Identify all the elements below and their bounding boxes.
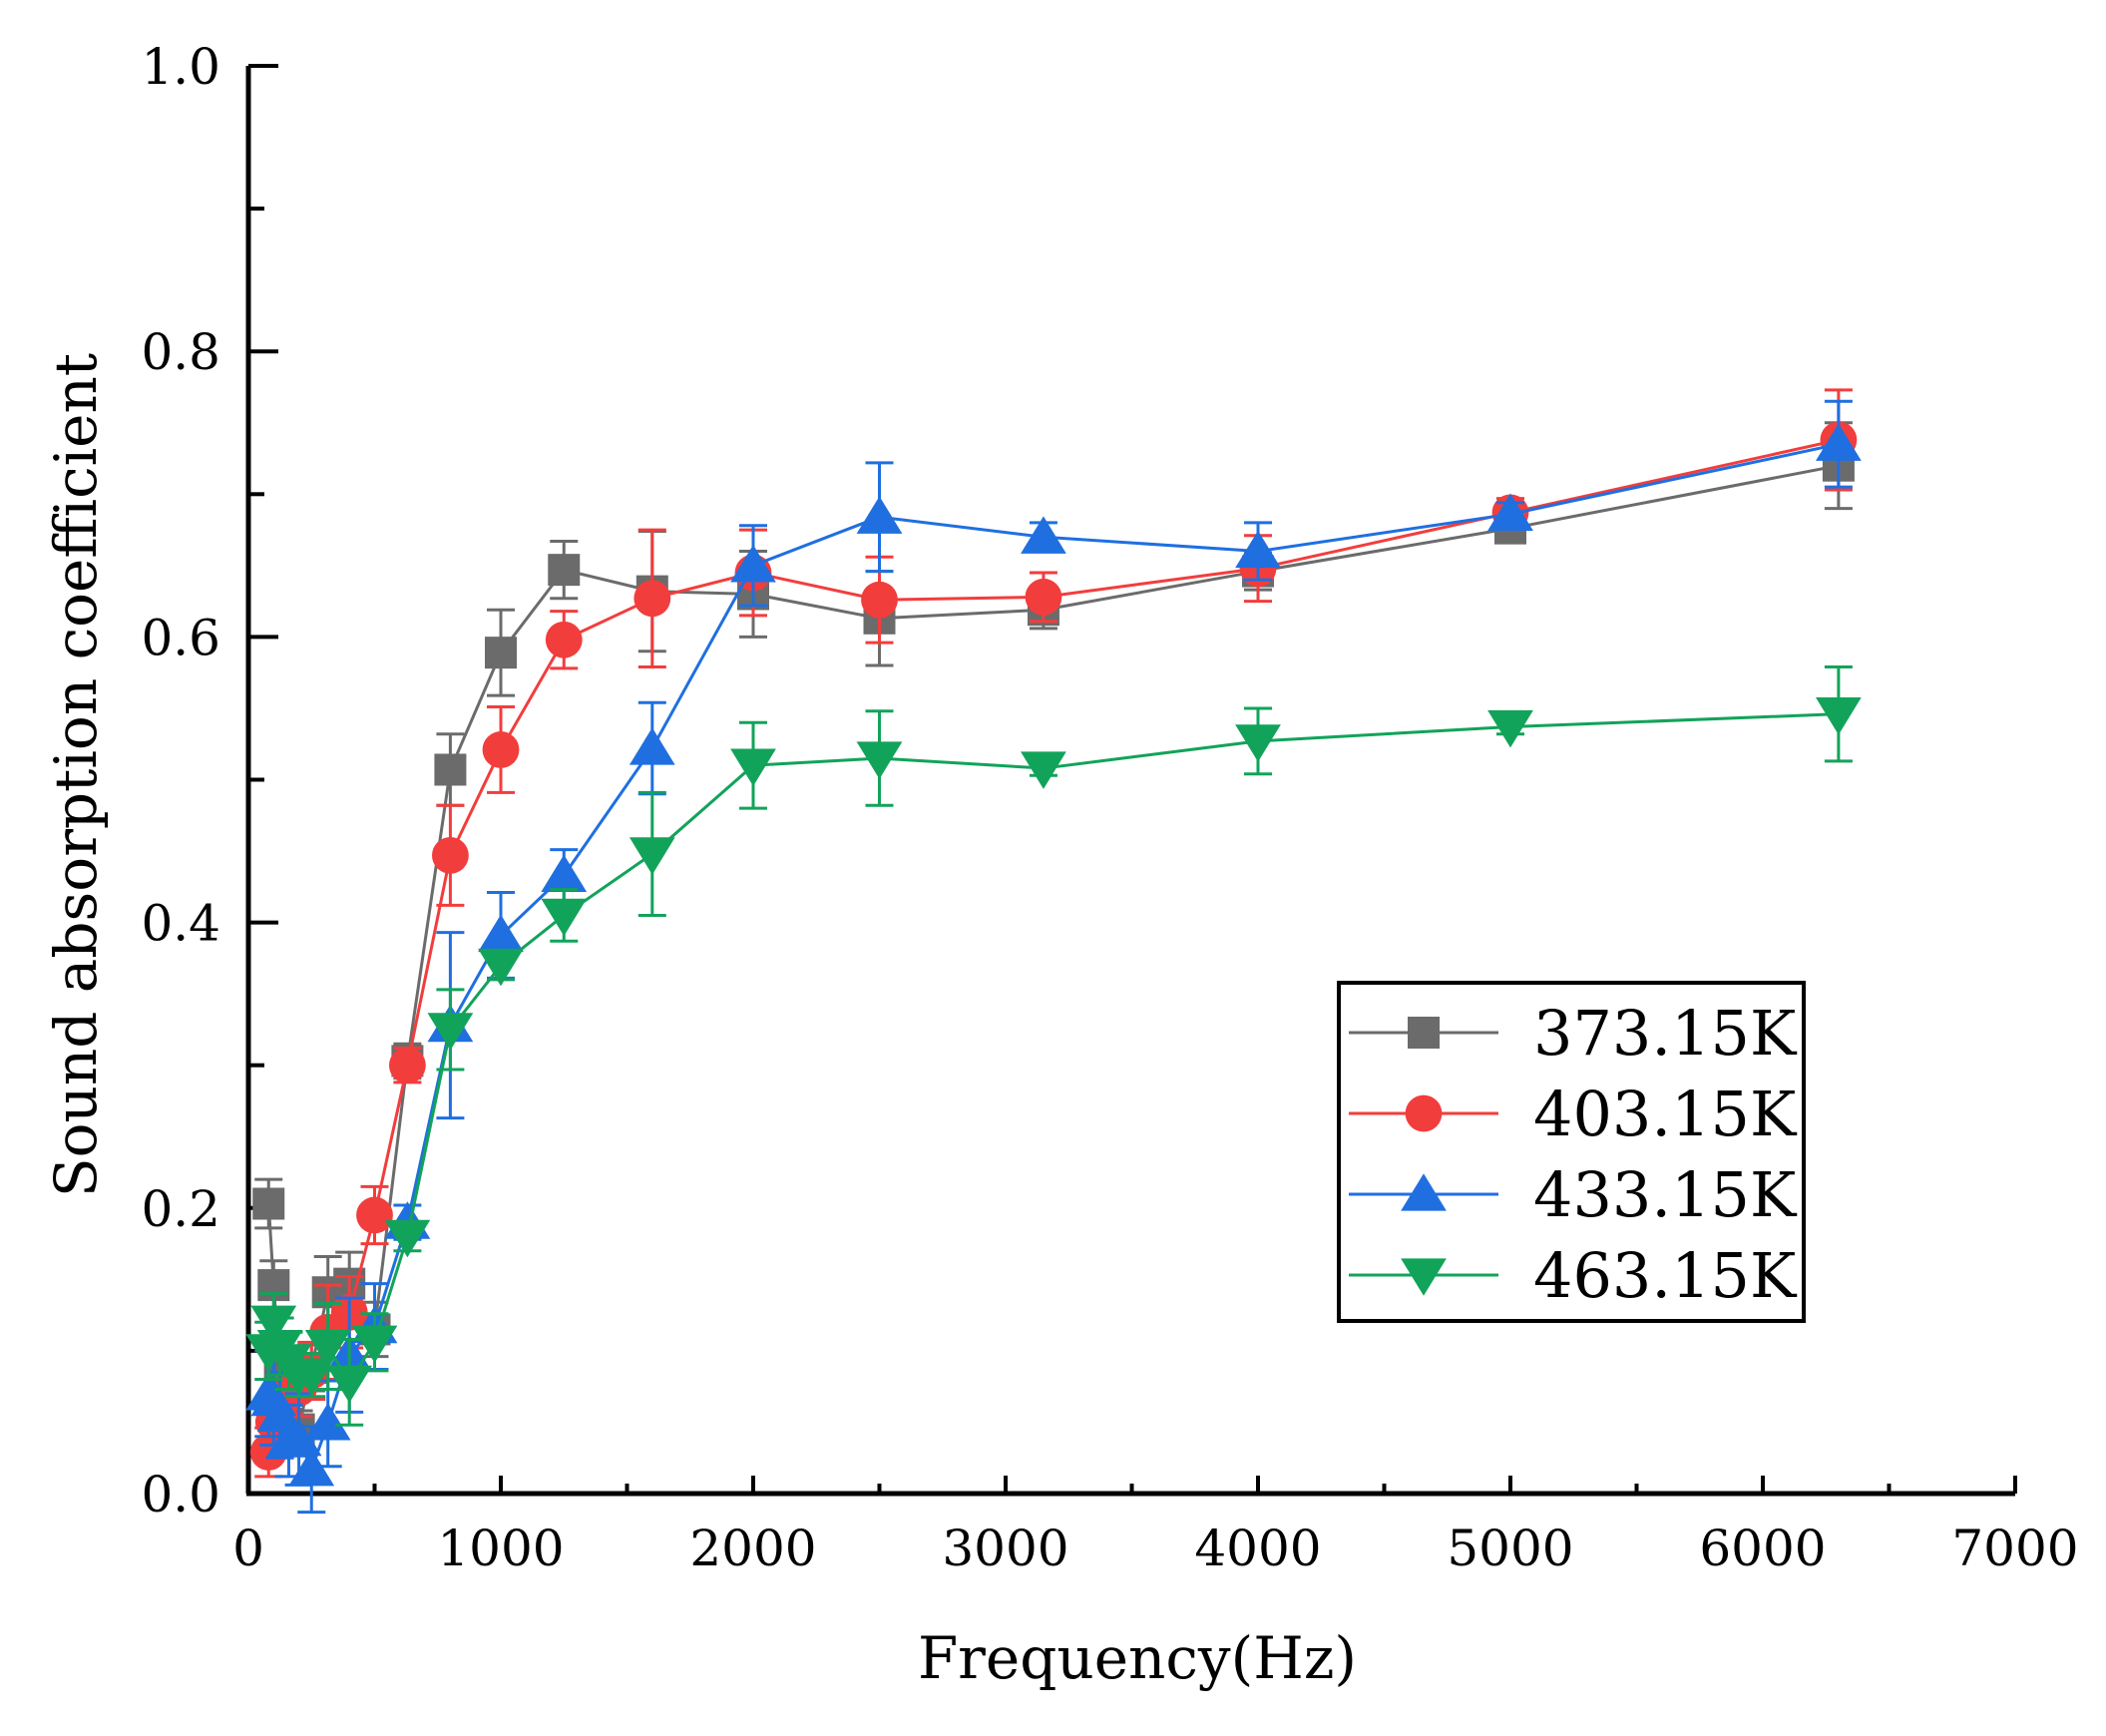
data-point (1487, 709, 1533, 748)
data-point (730, 748, 776, 786)
series-463.15K (245, 664, 1862, 1427)
legend-label: 373.15K (1533, 997, 1798, 1070)
data-point (384, 1219, 431, 1258)
legend-label: 463.15K (1533, 1239, 1798, 1312)
data-point (1021, 516, 1066, 554)
data-point (541, 898, 588, 937)
data-point (629, 727, 675, 765)
axes-layer: 0 1000 2000 3000 4000 5000 6000 7000 0.0 0.2 0.4 0.… (141, 38, 2078, 1577)
data-point (434, 753, 467, 786)
x-tick-label: 6000 (1699, 1519, 1826, 1577)
data-point (478, 914, 524, 953)
data-point (633, 580, 671, 618)
x-tick-label: 1000 (437, 1519, 564, 1577)
data-point (478, 948, 524, 987)
legend-marker (1401, 1173, 1447, 1211)
legend-label: 403.15K (1533, 1078, 1798, 1150)
x-tick-label: 4000 (1194, 1519, 1321, 1577)
data-point (1487, 493, 1533, 531)
x-tick-label: 0 (232, 1519, 264, 1577)
data-point (1235, 724, 1281, 762)
y-tick-label: 0.2 (141, 1180, 220, 1238)
data-point (545, 621, 583, 658)
data-point (856, 496, 903, 534)
legend-label: 433.15K (1533, 1158, 1798, 1231)
data-point (356, 1196, 393, 1234)
y-tick-label: 0.4 (141, 895, 220, 953)
data-point (730, 545, 776, 583)
y-tick-label: 0.6 (141, 609, 220, 666)
data-point (1025, 578, 1062, 616)
data-point (485, 637, 517, 669)
data-point (252, 1187, 285, 1220)
data-point (326, 1365, 373, 1404)
data-point (427, 1013, 474, 1051)
x-tick-label: 2000 (689, 1519, 816, 1577)
data-point (1021, 751, 1066, 789)
data-point (856, 741, 903, 779)
data-point (629, 837, 675, 875)
legend-marker (1408, 1017, 1440, 1049)
series-layer (245, 388, 1862, 1515)
x-tick-label: 7000 (1951, 1519, 2078, 1577)
data-point (256, 1394, 303, 1432)
data-point (388, 1047, 426, 1085)
data-point (432, 836, 469, 874)
legend-marker (1401, 1258, 1447, 1296)
x-tick-label: 3000 (942, 1519, 1068, 1577)
y-tick-label: 1.0 (141, 38, 220, 96)
x-tick-label: 5000 (1447, 1519, 1573, 1577)
y-tick-label: 0.8 (141, 323, 220, 381)
data-point (250, 1305, 297, 1344)
x-axis-title: Frequency(Hz) (918, 1624, 1357, 1692)
data-point (304, 1403, 351, 1441)
data-point (548, 554, 581, 587)
data-point (541, 854, 588, 893)
data-point (1235, 530, 1281, 569)
data-point (351, 1325, 398, 1364)
data-point (304, 1329, 351, 1368)
data-point (288, 1358, 335, 1397)
data-point (275, 1418, 322, 1457)
data-point (1816, 697, 1862, 735)
y-tick-label: 0.0 (141, 1466, 220, 1523)
data-point (288, 1448, 335, 1487)
legend-marker (1405, 1094, 1443, 1132)
data-point (482, 731, 520, 768)
data-point (861, 581, 898, 619)
data-point (1816, 423, 1862, 461)
y-axis-title: Sound absorption coefficient (42, 353, 110, 1197)
legend: 373.15K 403.15K 433.15K 463.15K (1337, 981, 1806, 1323)
